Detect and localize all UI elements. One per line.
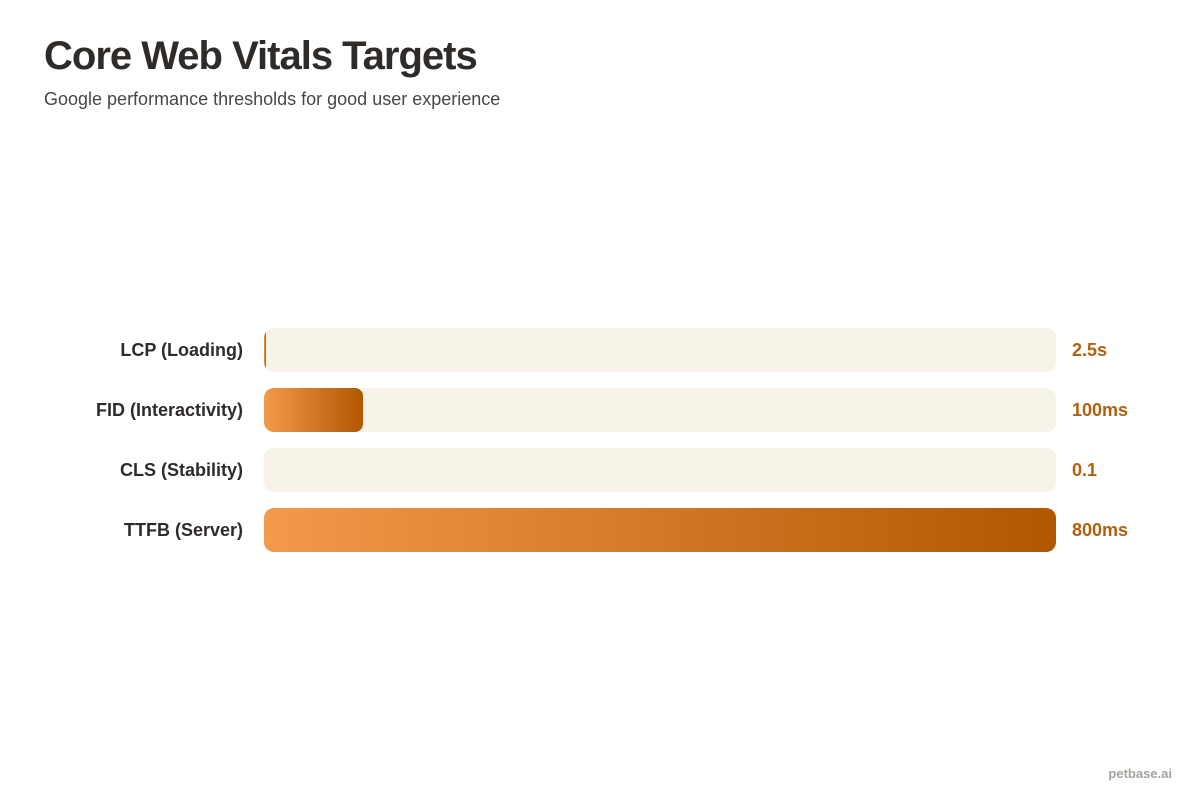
watermark: petbase.ai	[1108, 766, 1172, 781]
chart-subtitle: Google performance thresholds for good u…	[44, 89, 501, 109]
category-label: TTFB (Server)	[123, 520, 243, 540]
bar-row: CLS (Stability) 0.1	[0, 448, 1200, 492]
value-label: 0.1	[1072, 460, 1098, 480]
bar	[264, 328, 267, 372]
bar	[264, 508, 1056, 552]
bar-track	[264, 388, 1056, 432]
value-label: 800ms	[1072, 520, 1129, 540]
category-label: FID (Interactivity)	[95, 400, 243, 420]
bar	[264, 388, 363, 432]
chart-title: Core Web Vitals Targets	[44, 34, 478, 78]
bar-row: LCP (Loading) 2.5s	[0, 328, 1200, 372]
bar-track	[264, 328, 1056, 372]
value-label: 100ms	[1072, 400, 1129, 420]
bar-row: FID (Interactivity) 100ms	[0, 388, 1200, 432]
bar-track	[264, 508, 1056, 552]
bar-track	[264, 448, 1056, 492]
value-label: 2.5s	[1072, 340, 1108, 360]
category-label: LCP (Loading)	[120, 340, 243, 360]
bar-row: TTFB (Server) 800ms	[0, 508, 1200, 552]
category-label: CLS (Stability)	[119, 460, 243, 480]
